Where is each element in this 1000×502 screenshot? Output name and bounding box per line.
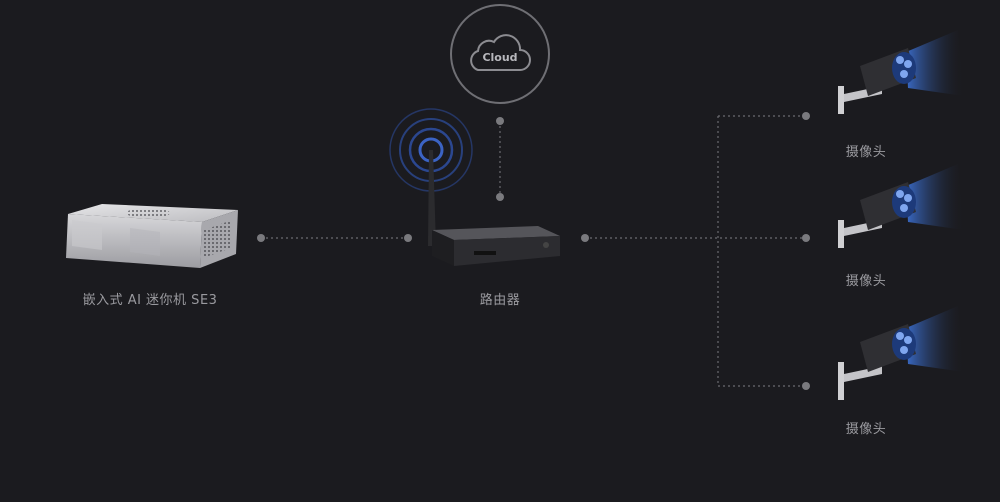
node-cloud-bottom [496,193,504,201]
node-router-right [581,234,589,242]
mini-pc-device [66,204,238,268]
camera-icon [838,306,964,400]
cloud-label: Cloud [482,51,518,64]
camera-icon [838,164,964,248]
camera-icon [838,30,964,114]
cloud-icon [450,4,550,104]
camera-label: 摄像头 [845,145,887,160]
node-camera-1 [802,112,810,120]
camera-label: 摄像头 [845,274,887,289]
node-router-left [404,234,412,242]
node-cloud-top [496,117,504,125]
node-camera-2 [802,234,810,242]
router-label: 路由器 [479,293,521,308]
camera-label: 摄像头 [845,422,887,437]
router-device [389,108,560,266]
node-minipc [257,234,265,242]
mini-pc-label: 嵌入式 AI 迷你机 SE3 [82,293,218,308]
node-camera-3 [802,382,810,390]
